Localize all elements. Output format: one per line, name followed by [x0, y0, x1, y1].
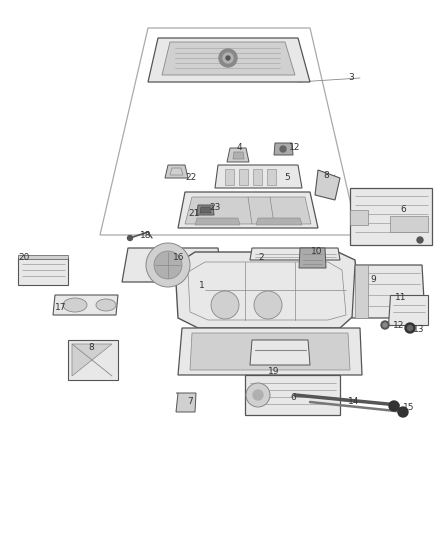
Polygon shape	[253, 169, 262, 185]
Text: 8: 8	[323, 171, 329, 180]
Circle shape	[405, 323, 415, 333]
Circle shape	[407, 326, 413, 330]
Polygon shape	[256, 218, 302, 225]
Polygon shape	[233, 152, 244, 159]
Circle shape	[223, 53, 233, 63]
Text: 10: 10	[311, 247, 322, 256]
Circle shape	[389, 401, 399, 411]
Text: 12: 12	[393, 320, 404, 329]
Text: 7: 7	[187, 398, 193, 407]
Polygon shape	[239, 169, 248, 185]
Text: 8: 8	[88, 343, 94, 352]
Polygon shape	[53, 295, 118, 315]
Text: 21: 21	[188, 208, 199, 217]
Polygon shape	[200, 207, 211, 213]
Text: 6: 6	[290, 393, 296, 402]
Polygon shape	[72, 344, 112, 376]
Polygon shape	[18, 258, 68, 285]
Polygon shape	[190, 333, 350, 370]
Polygon shape	[122, 248, 222, 282]
Text: 9: 9	[370, 276, 376, 285]
Text: 15: 15	[403, 403, 414, 413]
Circle shape	[398, 407, 408, 417]
Circle shape	[280, 146, 286, 152]
Text: 3: 3	[348, 74, 354, 83]
Ellipse shape	[63, 298, 87, 312]
Circle shape	[146, 243, 190, 287]
Polygon shape	[170, 168, 183, 175]
Circle shape	[211, 291, 239, 319]
Polygon shape	[250, 340, 310, 365]
Polygon shape	[299, 248, 326, 268]
Polygon shape	[225, 169, 234, 185]
Polygon shape	[178, 192, 318, 228]
Polygon shape	[215, 165, 302, 188]
Polygon shape	[176, 393, 196, 412]
Polygon shape	[315, 170, 340, 200]
Circle shape	[254, 291, 282, 319]
Text: 5: 5	[284, 174, 290, 182]
Polygon shape	[274, 143, 293, 155]
Circle shape	[253, 390, 263, 400]
Polygon shape	[178, 328, 362, 375]
Polygon shape	[350, 188, 432, 245]
Text: 17: 17	[55, 303, 67, 312]
Circle shape	[383, 323, 387, 327]
Text: 2: 2	[258, 254, 264, 262]
Circle shape	[219, 49, 237, 67]
Polygon shape	[197, 205, 214, 215]
Text: 1: 1	[199, 280, 205, 289]
Text: 4: 4	[237, 143, 243, 152]
Circle shape	[127, 236, 133, 240]
Text: 12: 12	[289, 143, 300, 152]
Text: 23: 23	[209, 204, 220, 213]
Ellipse shape	[96, 299, 116, 311]
Polygon shape	[175, 252, 360, 328]
Text: 20: 20	[18, 254, 29, 262]
Text: 18: 18	[140, 230, 152, 239]
Polygon shape	[350, 210, 368, 225]
Text: 14: 14	[348, 398, 359, 407]
Polygon shape	[267, 169, 276, 185]
Polygon shape	[185, 197, 311, 224]
Polygon shape	[165, 165, 188, 178]
Text: 16: 16	[173, 254, 184, 262]
Polygon shape	[352, 265, 425, 318]
Text: 13: 13	[413, 326, 424, 335]
Polygon shape	[148, 38, 310, 82]
Text: 19: 19	[268, 367, 279, 376]
Polygon shape	[388, 295, 428, 325]
Circle shape	[246, 383, 270, 407]
Polygon shape	[195, 218, 240, 225]
Circle shape	[226, 56, 230, 60]
Polygon shape	[68, 340, 118, 380]
Text: 6: 6	[400, 206, 406, 214]
Polygon shape	[250, 248, 340, 260]
Circle shape	[381, 321, 389, 329]
Polygon shape	[227, 148, 249, 162]
Text: 22: 22	[185, 174, 196, 182]
Polygon shape	[18, 255, 68, 259]
Circle shape	[154, 251, 182, 279]
Polygon shape	[390, 216, 428, 232]
Polygon shape	[162, 42, 295, 75]
Text: 11: 11	[395, 294, 406, 303]
Circle shape	[417, 237, 423, 243]
Polygon shape	[355, 265, 368, 318]
Polygon shape	[245, 375, 340, 415]
